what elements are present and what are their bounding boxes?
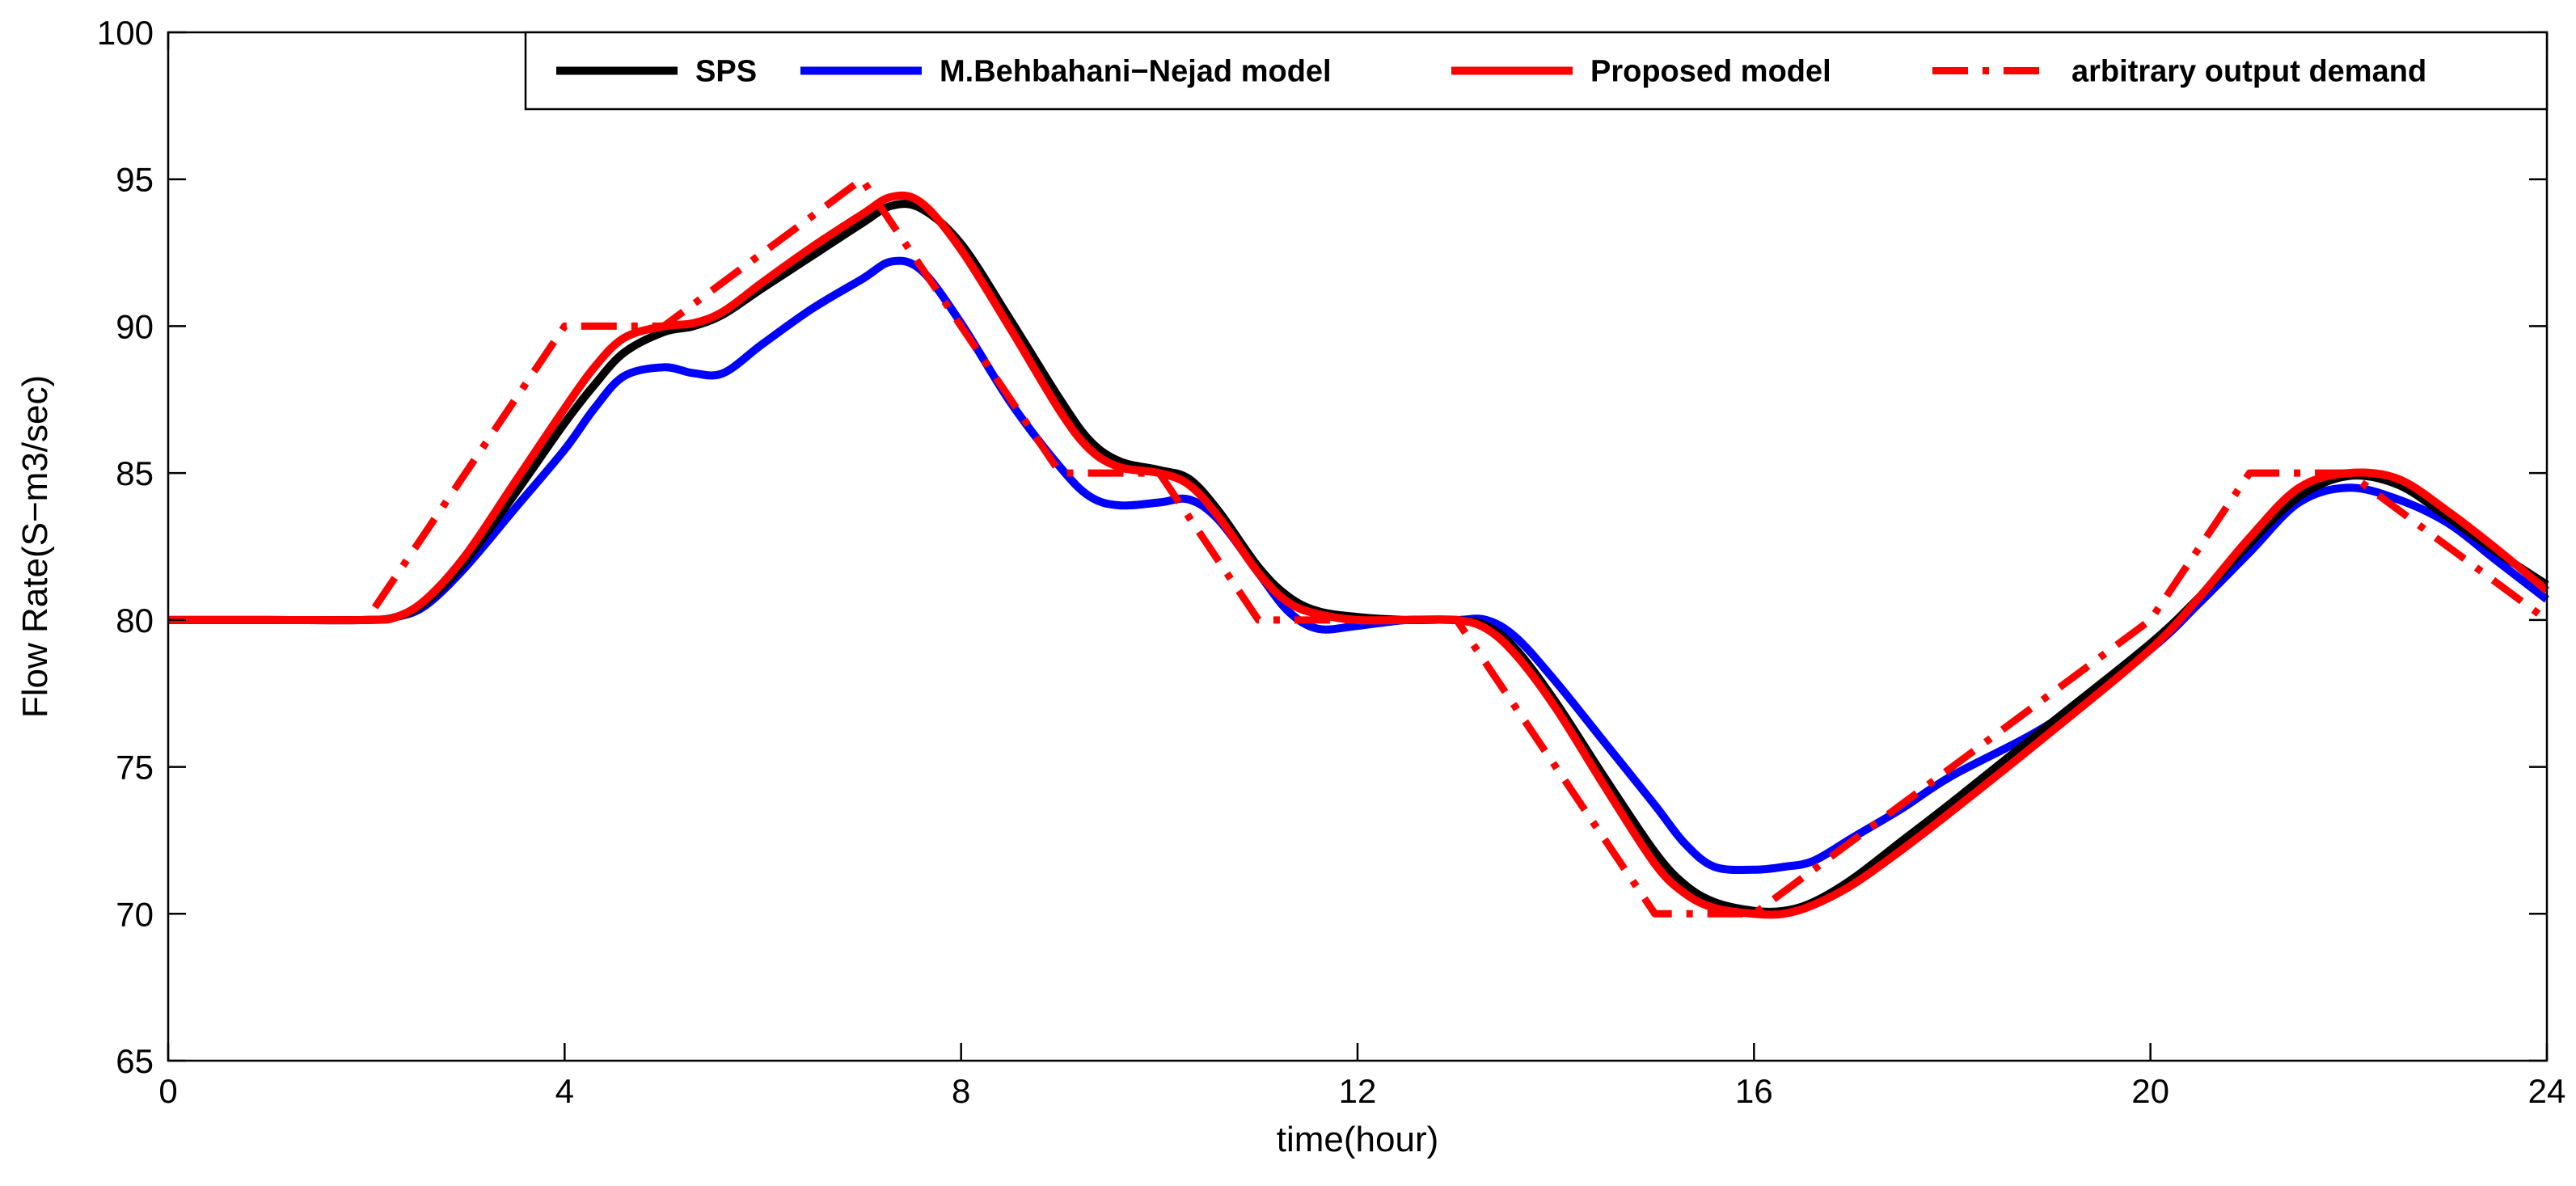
x-tick-label: 4 <box>555 1072 574 1110</box>
x-tick-label: 8 <box>952 1072 970 1110</box>
legend-label-arbitrary-output-demand: arbitrary output demand <box>2071 55 2426 89</box>
legend-label-sps: SPS <box>695 55 757 89</box>
y-tick-label: 85 <box>116 454 154 492</box>
x-tick-label: 24 <box>2528 1072 2566 1110</box>
y-tick-label: 75 <box>116 749 154 787</box>
x-tick-label: 12 <box>1339 1072 1377 1110</box>
y-tick-label: 95 <box>116 161 154 199</box>
y-tick-label: 100 <box>97 14 154 52</box>
legend-label-m-behbahani-nejad-model: M.Behbahani−Nejad model <box>940 55 1332 89</box>
y-tick-label: 80 <box>116 601 154 639</box>
x-tick-label: 16 <box>1735 1072 1773 1110</box>
y-axis-label: Flow Rate(S−m3/sec) <box>15 375 55 718</box>
x-tick-label: 20 <box>2131 1072 2169 1110</box>
series-line-arbitrary-output-demand <box>168 175 2549 918</box>
ticks-layer: 0 4 8 12 16 20 24 65 70 75 80 85 90 95 100 <box>97 14 2565 1110</box>
x-axis-label: time(hour) <box>1277 1120 1439 1159</box>
y-tick-label: 90 <box>116 307 154 345</box>
series-line-sps <box>168 200 2549 917</box>
x-tick-label: 0 <box>158 1072 177 1110</box>
series-line-proposed-model <box>168 191 2550 919</box>
y-tick-label: 70 <box>116 895 154 933</box>
series-layer <box>168 175 2550 919</box>
legend-label-proposed-model: Proposed model <box>1590 55 1831 89</box>
legend: SPS M.Behbahani−Nejad model Proposed model… <box>524 31 2549 111</box>
y-tick-label: 65 <box>116 1042 154 1080</box>
